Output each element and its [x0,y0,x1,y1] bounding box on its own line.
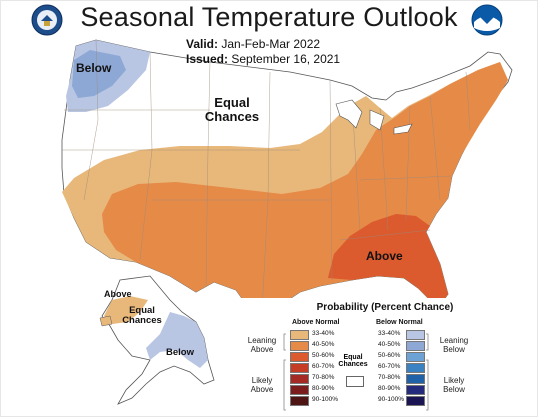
issued-value: September 16, 2021 [231,52,341,66]
legend-below-range-label: 50-60% [378,352,401,359]
below-33-40-region-nw [72,50,126,98]
likely-below-line-1: Likely [443,376,465,385]
legend-likely-above: Likely Above [240,376,284,394]
legend-above-range-label: 33-40% [312,330,335,337]
legend-below-range-label: 60-70% [378,363,401,370]
legend-above-swatch [290,396,309,406]
legend-above-swatch [290,330,309,340]
legend-below-swatch [406,396,425,406]
great-lakes [335,99,413,135]
alaska-above-33-40-island [99,315,113,327]
equal-chances-line-1: Equal [214,95,250,110]
legend-below-swatch [406,385,425,395]
legend-below-range-label: 90-100% [378,396,405,403]
legend-equal-line-2: Chances [338,361,368,369]
legend-above-range-label: 40-50% [312,341,335,348]
legend-below-swatch [406,341,425,351]
map-label-below-nw: Below [76,61,112,75]
likely-above-line-2: Above [250,385,274,395]
legend-above-range-label: 80-90% [312,385,335,392]
legend-below-range-label: 33-40% [378,330,401,337]
alaska-equal-line-2: Chances [122,314,162,326]
commerce-seal-icon [31,4,63,36]
legend-below-range-label: 40-50% [378,341,401,348]
legend-below-swatch [406,363,425,373]
legend-above-range-label: 90-100% [312,396,339,403]
valid-line: Valid: Jan-Feb-Mar 2022 [186,37,320,51]
issued-line: Issued: September 16, 2021 [186,52,340,66]
legend-above-swatch [290,385,309,395]
map-label-above-se: Above [366,249,403,263]
issued-label: Issued: [186,52,229,66]
map-label-alaska-above: Above [104,289,132,299]
legend-above-swatch [290,374,309,384]
legend-above-header: Above Normal [292,319,340,326]
valid-label: Valid: [186,37,219,51]
alaska-below-33-40-region [146,312,208,368]
alaska-equal-line-1: Equal [129,305,155,316]
legend-title: Probability (Percent Chance) [316,302,454,313]
noaa-logo-icon [471,4,503,36]
legend: Probability (Percent Chance) Above Norma… [236,298,534,416]
alaska-above-33-40-region [104,296,148,324]
likely-below-line-2: Below [443,385,465,395]
legend-above-swatch [290,352,309,362]
legend-above-swatch [290,363,309,373]
legend-equal-chances-label: Equal Chances [336,354,370,369]
legend-below-header: Below Normal [376,319,423,326]
legend-below-range-label: 70-80% [378,374,401,381]
legend-equal-line-1: Equal [343,354,363,361]
above-50-60-region [328,214,448,308]
legend-leaning-above: Leaning Above [240,336,284,354]
legend-below-swatch [406,374,425,384]
leaning-above-line-2: Above [250,345,274,355]
legend-above-range-label: 70-80% [312,374,335,381]
legend-equal-chances-swatch [346,376,364,387]
legend-below-swatch [406,352,425,362]
legend-below-range-label: 80-90% [378,385,401,392]
leaning-above-line-1: Leaning [247,336,277,345]
likely-above-line-1: Likely [251,376,273,385]
legend-brackets [283,333,429,411]
legend-leaning-below: Leaning Below [432,336,476,354]
map-label-alaska-below: Below [166,347,194,358]
legend-above-swatch [290,341,309,351]
map-label-alaska-equal-chances: Equal Chances [120,306,164,326]
equal-chances-line-2: Chances [204,108,260,124]
leaning-below-line-2: Below [443,345,465,355]
legend-below-swatch [406,330,425,340]
leaning-below-line-1: Leaning [439,336,469,345]
map-label-equal-chances: Equal Chances [200,96,264,123]
valid-value: Jan-Feb-Mar 2022 [221,37,321,51]
page-title: Seasonal Temperature Outlook [80,2,458,32]
legend-above-range-label: 50-60% [312,352,335,359]
legend-above-range-label: 60-70% [312,363,335,370]
legend-likely-below: Likely Below [432,376,476,394]
